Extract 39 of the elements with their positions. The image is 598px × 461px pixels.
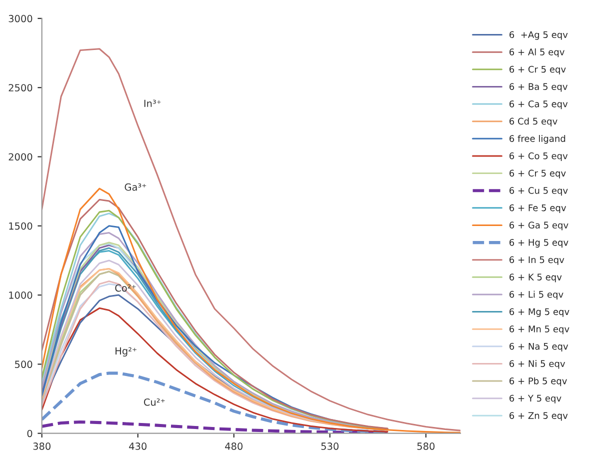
y-tick-label: 2000 (8, 153, 32, 161)
annotation: Ga³⁺ (124, 183, 146, 191)
legend-label: 6 Cd 5 eqv (510, 118, 558, 126)
legend-label: 6 + Fe 5 eqv (510, 204, 566, 213)
legend-label: 6 + Na 5 eqv (510, 342, 568, 352)
annotation: Hg²⁺ (116, 347, 136, 357)
y-tick-label: 3000 (8, 14, 32, 22)
legend-label: 6 + Mg 5 eqv (510, 308, 570, 317)
y-tick-label: 0 (27, 430, 32, 438)
legend-label: 6 + Li 5 eqv (510, 290, 564, 300)
legend-label: 6 + Al 5 eqv (510, 48, 564, 58)
x-tick-label: 580 (417, 442, 435, 450)
y-tick-label: 500 (15, 360, 32, 368)
legend-label: 6 + Ba 5 eqv (510, 83, 568, 92)
legend-label: 6 + Ca 5 eqv (510, 100, 568, 110)
x-tick-label: 380 (33, 442, 50, 450)
legend-label: 6 + Cr 5 eqv (510, 66, 566, 74)
annotation: Cu²⁺ (144, 398, 165, 406)
legend-label: 6 + K 5 eqv (510, 274, 562, 282)
legend-label: 6 + In 5 eqv (510, 256, 564, 265)
legend-label: 6 + Pb 5 eqv (510, 377, 567, 386)
y-tick-label: 1500 (9, 222, 32, 230)
y-tick-label: 2500 (8, 84, 32, 92)
x-tick-label: 530 (321, 442, 339, 450)
legend-label: 6 + Zn 5 eqv (510, 412, 568, 421)
x-tick-label: 430 (129, 442, 146, 450)
legend-label: 6 + Mn 5 eqv (510, 326, 570, 334)
legend-label: 6 +Ag 5 eqv (510, 31, 568, 40)
y-tick-label: 1000 (9, 292, 32, 299)
x-tick-label: 480 (225, 442, 243, 450)
legend-label: 6 + Y 5 eqv (510, 394, 562, 404)
annotation: In³⁺ (144, 100, 161, 107)
legend-label: 6 + Co 5 eqv (510, 152, 568, 162)
legend-label: 6 + Hg 5 eqv (510, 238, 568, 248)
legend-label: 6 free ligand (510, 134, 566, 144)
legend-label: 6 + Cr 5 eqv (510, 170, 566, 178)
legend-label: 6 + Ni 5 eqv (510, 360, 566, 369)
legend-label: 6 + Cu 5 eqv (510, 187, 568, 196)
legend-label: 6 + Ga 5 eqv (510, 222, 568, 230)
